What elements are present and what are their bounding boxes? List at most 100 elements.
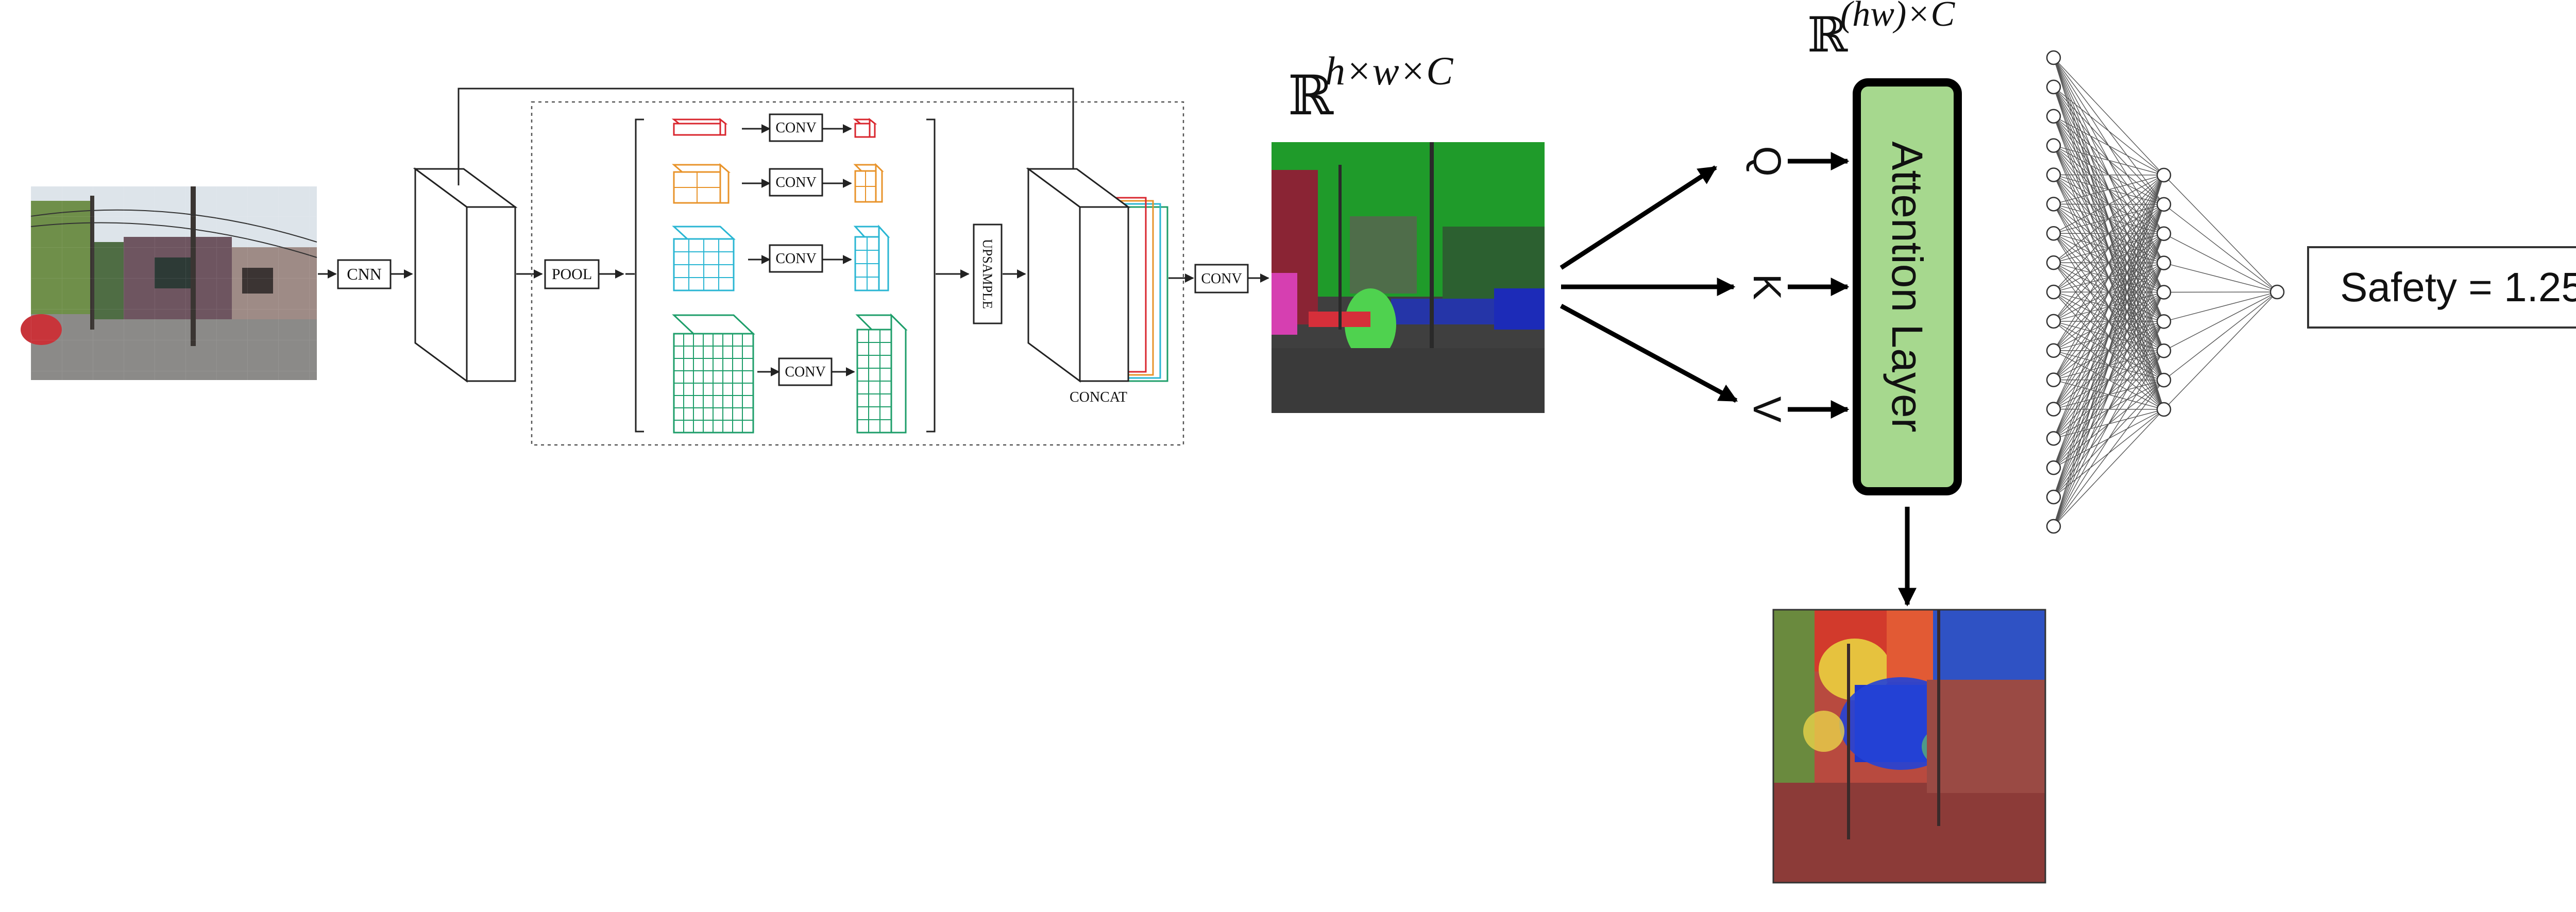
pool-label: POOL	[552, 266, 592, 283]
mlp-edge	[2053, 292, 2164, 527]
mlp-edge	[2053, 233, 2164, 527]
arrow-to-value	[1560, 304, 1738, 403]
mlp-edge	[2053, 175, 2164, 409]
safety-score-text: Safety = 1.25	[2340, 264, 2576, 310]
mlp-edge	[2053, 175, 2164, 351]
mlp-hidden-node	[2156, 314, 2172, 329]
mlp-edge	[2053, 175, 2164, 439]
concat-block: CONCAT	[1026, 167, 1168, 405]
mlp-edge	[2163, 291, 2278, 351]
mlp-hidden-node	[2156, 343, 2172, 358]
mlp-edge	[2053, 175, 2164, 527]
mlp-input-node	[2046, 138, 2061, 153]
attn-dimension-label: ℝ (hw)×C	[1807, 0, 1956, 63]
branch-red: CONV	[671, 113, 877, 142]
mlp-edge	[2053, 116, 2164, 176]
pool-block: POOL	[544, 259, 600, 289]
pyramid-pooling-module	[531, 101, 1184, 446]
mlp-input-node	[2046, 489, 2061, 505]
branch-cyan: CONV	[672, 225, 890, 291]
right-bracket	[926, 118, 936, 433]
mlp-edge	[2163, 291, 2278, 381]
cnn-label: CNN	[347, 265, 382, 283]
mlp-edge	[2053, 350, 2164, 527]
key-label: K	[1745, 274, 1789, 300]
conv-label-orange: CONV	[775, 175, 816, 191]
attention-layer: Attention Layer	[1853, 78, 1962, 495]
attn-math-symbol: ℝ	[1807, 7, 1848, 63]
skip-connection-arrow	[457, 88, 1078, 185]
mlp-input-node	[2046, 50, 2061, 65]
mlp-edge	[2163, 291, 2278, 410]
mlp-network	[2046, 50, 2285, 534]
mlp-hidden-node	[2156, 402, 2172, 417]
mlp-edge	[2163, 291, 2278, 322]
mlp-hidden-node	[2156, 372, 2172, 388]
mlp-input-node	[2046, 197, 2061, 212]
mlp-edge	[2053, 175, 2164, 263]
conv-label-cyan: CONV	[775, 251, 816, 267]
cnn-block: CNN	[337, 259, 392, 289]
upsample-block: UPSAMPLE	[973, 223, 1003, 324]
mlp-edge	[2163, 175, 2278, 292]
mlp-edge	[2053, 175, 2164, 322]
left-bracket	[635, 118, 644, 433]
mlp-edge	[2053, 321, 2164, 527]
mlp-hidden-node	[2156, 255, 2172, 270]
mlp-edge	[2163, 204, 2278, 292]
mlp-input-node	[2046, 226, 2061, 241]
mlp-edge	[2053, 57, 2164, 176]
mlp-edge	[2053, 380, 2164, 527]
seg-math-symbol: ℝ	[1288, 64, 1334, 127]
branch-green: CONV	[672, 313, 908, 434]
mlp-edge	[2053, 175, 2164, 292]
final-conv-label: CONV	[1201, 271, 1242, 287]
mlp-input-node	[2046, 372, 2061, 387]
mlp-hidden-node	[2156, 285, 2172, 300]
mlp-edge	[2053, 175, 2164, 468]
input-street-image	[21, 186, 317, 380]
query-label: Q	[1745, 146, 1789, 176]
arrow-to-query	[1560, 165, 1718, 270]
mlp-input-node	[2046, 314, 2061, 329]
segmentation-image	[1272, 142, 1545, 413]
conv-label-green: CONV	[785, 364, 825, 380]
upsample-label: UPSAMPLE	[980, 239, 995, 309]
mlp-edge	[2053, 175, 2164, 497]
mlp-edge	[2053, 204, 2164, 527]
mlp-input-node	[2046, 79, 2061, 95]
mlp-input-node	[2046, 167, 2061, 182]
attn-math-dims: (hw)×C	[1840, 0, 1956, 34]
branch-orange: CONV	[672, 163, 884, 204]
mlp-input-node	[2046, 255, 2061, 270]
mlp-hidden-node	[2156, 197, 2172, 212]
mlp-edge	[2163, 262, 2278, 292]
mlp-input-node	[2046, 343, 2061, 358]
mlp-input-node	[2046, 109, 2061, 124]
feature-map-block	[413, 167, 518, 383]
value-label: V	[1745, 397, 1789, 423]
mlp-edge	[2053, 175, 2164, 234]
mlp-edge	[2053, 263, 2164, 527]
mlp-edge	[2053, 145, 2164, 176]
mlp-edge	[2053, 175, 2164, 380]
mlp-hidden-node	[2156, 226, 2172, 241]
mlp-edge	[2053, 174, 2164, 176]
mlp-hidden-node	[2156, 167, 2172, 183]
mlp-input-node	[2046, 431, 2061, 446]
mlp-edge	[2053, 409, 2164, 527]
seg-math-dims: h×w×C	[1325, 48, 1453, 93]
mlp-input-node	[2046, 519, 2061, 534]
attention-layer-label: Attention Layer	[1883, 141, 1931, 432]
attention-heatmap-image	[1772, 609, 2046, 884]
mlp-edge	[2053, 175, 2164, 205]
mlp-input-node	[2046, 284, 2061, 300]
mlp-input-node	[2046, 460, 2061, 475]
seg-dimension-label: ℝ h×w×C	[1288, 48, 1453, 127]
safety-output-box: Safety = 1.25	[2307, 246, 2576, 329]
mlp-output-node	[2269, 284, 2285, 300]
final-conv-block: CONV	[1194, 264, 1249, 294]
mlp-input-node	[2046, 402, 2061, 417]
conv-label-red: CONV	[775, 120, 816, 136]
